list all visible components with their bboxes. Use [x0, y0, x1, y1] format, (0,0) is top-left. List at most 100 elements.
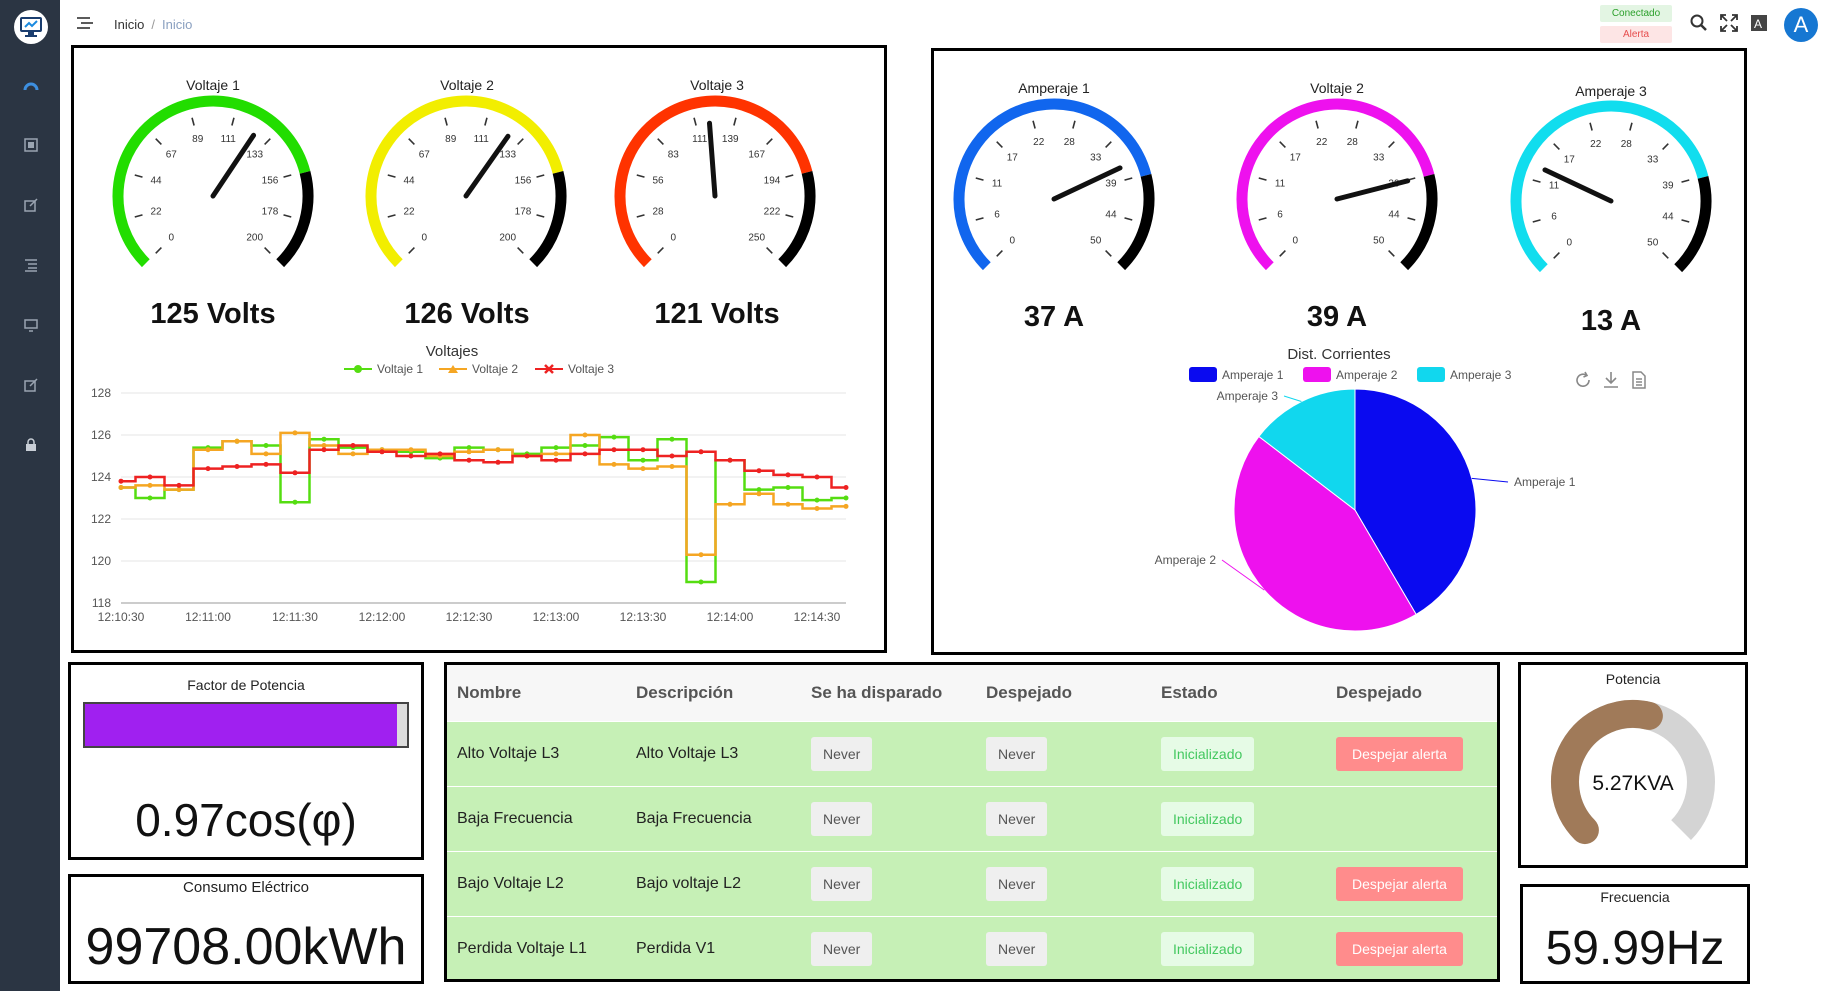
gauge-tick-label: 28: [1064, 137, 1076, 148]
edit-icon[interactable]: [22, 376, 40, 394]
col-header-disparado[interactable]: Se ha disparado: [801, 665, 976, 721]
clear-alert-button[interactable]: Despejar alerta: [1336, 931, 1463, 966]
list-icon[interactable]: [22, 256, 40, 274]
table-row: Alto Voltaje L3 Alto Voltaje L3 Never Ne…: [447, 720, 1497, 786]
gauge-tick-label: 39: [1105, 179, 1117, 190]
breadcrumb-home[interactable]: Inicio: [114, 17, 145, 32]
gauge-major-tick: [1072, 120, 1076, 129]
document-icon[interactable]: [1630, 371, 1648, 389]
lock-icon[interactable]: [22, 436, 40, 454]
edit-icon[interactable]: [22, 196, 40, 214]
gauge-color-band: [1510, 100, 1709, 273]
breadcrumb-current: Inicio: [161, 17, 193, 32]
gauge-tick-label: 89: [445, 134, 457, 145]
cell-estado: Inicializado: [1151, 850, 1326, 916]
data-point: [147, 474, 153, 480]
gauge-tick-label: 133: [499, 149, 516, 160]
gauge-tick-label: 200: [499, 233, 516, 244]
gauge-tick-label: 133: [246, 149, 263, 160]
clear-alert-button[interactable]: Despejar alerta: [1336, 866, 1463, 901]
data-point: [321, 436, 327, 442]
gauge-major-tick: [1532, 179, 1541, 183]
gauge-major-tick: [1629, 122, 1633, 131]
cell-action: Despejar alerta: [1326, 915, 1497, 979]
state-badge: Inicializado: [1161, 931, 1255, 966]
gauge-tick-label: 33: [1090, 152, 1102, 163]
y-tick-label: 128: [91, 386, 111, 400]
translate-icon[interactable]: A: [1750, 14, 1770, 34]
gauge-needle: [463, 133, 511, 199]
cell-disparado: Never: [801, 720, 976, 786]
legend-label: Amperaje 1: [1222, 367, 1284, 382]
gauge-major-tick: [1553, 143, 1560, 150]
series-line: [121, 431, 846, 556]
data-point: [698, 449, 704, 455]
monitor-icon[interactable]: [22, 316, 40, 334]
gauge-tick-label: 167: [748, 149, 765, 160]
gauge-tick-label: 156: [262, 176, 279, 187]
download-icon[interactable]: [1602, 371, 1620, 389]
legend-amperaje-1[interactable]: Amperaje 1: [1189, 367, 1283, 382]
gauge-major-tick: [134, 174, 143, 178]
consumption-value: 99708.00kWh: [85, 918, 407, 976]
legend-voltaje-3[interactable]: Voltaje 3: [535, 362, 614, 376]
breadcrumb: Inicio / Inicio: [114, 17, 193, 32]
gauge-major-tick: [387, 214, 396, 218]
pie-label: Amperaje 1: [1514, 475, 1576, 489]
gauge-dark-band: [276, 171, 314, 268]
gauge-major-tick: [1589, 122, 1593, 131]
data-point: [321, 443, 327, 448]
col-header-nombre[interactable]: Nombre: [447, 665, 626, 721]
col-header-descripcion[interactable]: Descripción: [626, 665, 801, 721]
cell-nombre: Bajo Voltaje L2: [447, 850, 626, 916]
gauge-major-tick: [975, 217, 984, 221]
legend-label: Amperaje 2: [1336, 367, 1398, 382]
cell-descripcion: Perdida V1: [626, 915, 801, 979]
data-point: [147, 495, 153, 501]
data-point: [350, 451, 356, 457]
x-tick-label: 12:13:00: [533, 610, 580, 624]
pie-slice: [1354, 388, 1477, 616]
gauge-major-tick: [1105, 250, 1112, 257]
gauge-major-tick: [283, 214, 292, 218]
gauge-major-tick: [408, 138, 415, 145]
gauge-tick-label: 6: [994, 209, 1000, 220]
col-header-despejado[interactable]: Despejado: [976, 665, 1151, 721]
power-factor-panel: Factor de Potencia 0.97cos(φ): [68, 662, 424, 860]
potencia-gauge: [1551, 700, 1715, 845]
avatar[interactable]: A: [1784, 8, 1818, 42]
grid-icon[interactable]: [22, 136, 40, 154]
gauge-major-tick: [536, 174, 545, 178]
clear-alert-button[interactable]: Despejar alerta: [1336, 736, 1463, 771]
legend-amperaje-2[interactable]: Amperaje 2: [1303, 367, 1397, 382]
current-gauge-title-2: Voltaje 2: [1310, 80, 1364, 96]
fullscreen-icon[interactable]: [1720, 14, 1740, 34]
gauge-major-tick: [785, 214, 794, 218]
search-icon[interactable]: [1690, 14, 1710, 34]
app-logo[interactable]: [14, 10, 48, 44]
potencia-fill: [1551, 700, 1663, 845]
cleared-badge: Never: [986, 801, 1048, 836]
legend-amperaje-3[interactable]: Amperaje 3: [1417, 367, 1511, 382]
gauge-tick-label: 156: [515, 176, 532, 187]
series-line: [121, 444, 846, 489]
x-tick-label: 12:12:00: [359, 610, 406, 624]
y-tick-label: 124: [91, 470, 111, 484]
menu-toggle-icon[interactable]: [76, 16, 94, 32]
gauge-major-tick: [1388, 141, 1395, 148]
data-point: [553, 445, 559, 451]
gauge-tick-label: 0: [1292, 236, 1298, 247]
potencia-title: Potencia: [1605, 671, 1661, 687]
col-header-despejado-action[interactable]: Despejado: [1326, 665, 1497, 721]
col-header-estado[interactable]: Estado: [1151, 665, 1326, 721]
gauge-major-tick: [733, 117, 737, 126]
dashboard-icon[interactable]: [22, 76, 40, 94]
gauge-major-tick: [996, 141, 1003, 148]
pie-label-line: [1221, 559, 1265, 591]
refresh-icon[interactable]: [1574, 371, 1592, 389]
status-badge-alert[interactable]: Alerta: [1600, 26, 1672, 43]
legend-voltaje-2[interactable]: Voltaje 2: [439, 362, 518, 376]
legend-voltaje-1[interactable]: Voltaje 1: [344, 362, 423, 376]
voltage-gauge-title-2: Voltaje 2: [440, 77, 494, 93]
state-badge: Inicializado: [1161, 736, 1255, 771]
